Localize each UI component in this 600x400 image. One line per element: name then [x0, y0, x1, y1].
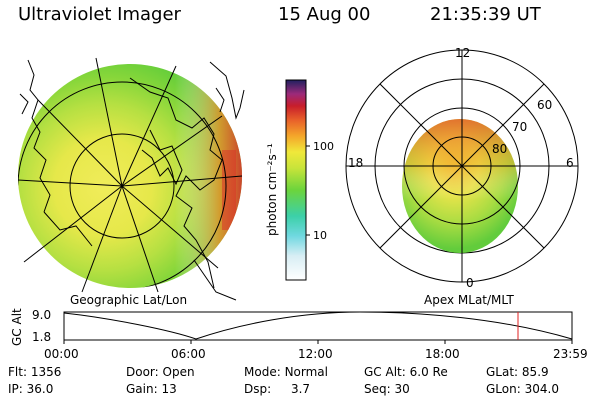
altitude-ylabel: GC Alt — [10, 308, 24, 346]
info-glon: GLon: 304.0 — [486, 382, 559, 396]
info-ip: IP: 36.0 — [8, 382, 54, 396]
info-door: Door: Open — [126, 365, 195, 379]
altitude-xtick-0600: 06:00 — [171, 347, 206, 361]
info-dsp: Dsp: 3.7 — [244, 382, 311, 396]
mlt-label-0: 0 — [466, 276, 474, 290]
colorbar — [285, 79, 307, 281]
altitude-ytick-top: 9.0 — [32, 308, 52, 322]
altitude-xtick-1200: 12:00 — [298, 347, 333, 361]
info-gc-alt: GC Alt: 6.0 Re — [364, 365, 448, 379]
info-glat: GLat: 85.9 — [486, 365, 549, 379]
colorbar-unit-label: photon cm⁻²s⁻¹ — [265, 143, 279, 236]
instrument-title: Ultraviolet Imager — [18, 4, 181, 25]
colorbar-label-100: 100 — [313, 140, 334, 153]
altitude-xtick-2359: 23:59 — [553, 347, 588, 361]
coastlines — [19, 59, 245, 301]
altitude-xtick-0000: 00:00 — [44, 347, 79, 361]
mlt-label-12: 12 — [455, 46, 471, 60]
info-gain: Gain: 13 — [126, 382, 177, 396]
info-mode: Mode: Normal — [244, 365, 328, 379]
geographic-grid — [17, 57, 243, 293]
altitude-plot — [63, 311, 573, 344]
geographic-caption: Geographic Lat/Lon — [70, 293, 188, 307]
altitude-ytick-bottom: 1.8 — [32, 330, 52, 344]
mlat-label-80: 80 — [492, 142, 508, 156]
mlat-label-60: 60 — [537, 98, 553, 112]
info-flt: Flt: 1356 — [8, 365, 62, 379]
magnetic-polar-plot — [345, 49, 579, 283]
colorbar-label-10: 10 — [313, 229, 327, 242]
mlat-label-70: 70 — [512, 120, 528, 134]
mlt-label-6: 6 — [566, 156, 574, 170]
info-seq: Seq: 30 — [364, 382, 410, 396]
altitude-xtick-1800: 18:00 — [425, 347, 460, 361]
magnetic-caption: Apex MLat/MLT — [424, 293, 514, 307]
geographic-disk — [18, 64, 242, 288]
mlt-label-18: 18 — [348, 156, 364, 170]
time-label: 21:35:39 UT — [430, 4, 541, 25]
date-label: 15 Aug 00 — [278, 4, 371, 25]
